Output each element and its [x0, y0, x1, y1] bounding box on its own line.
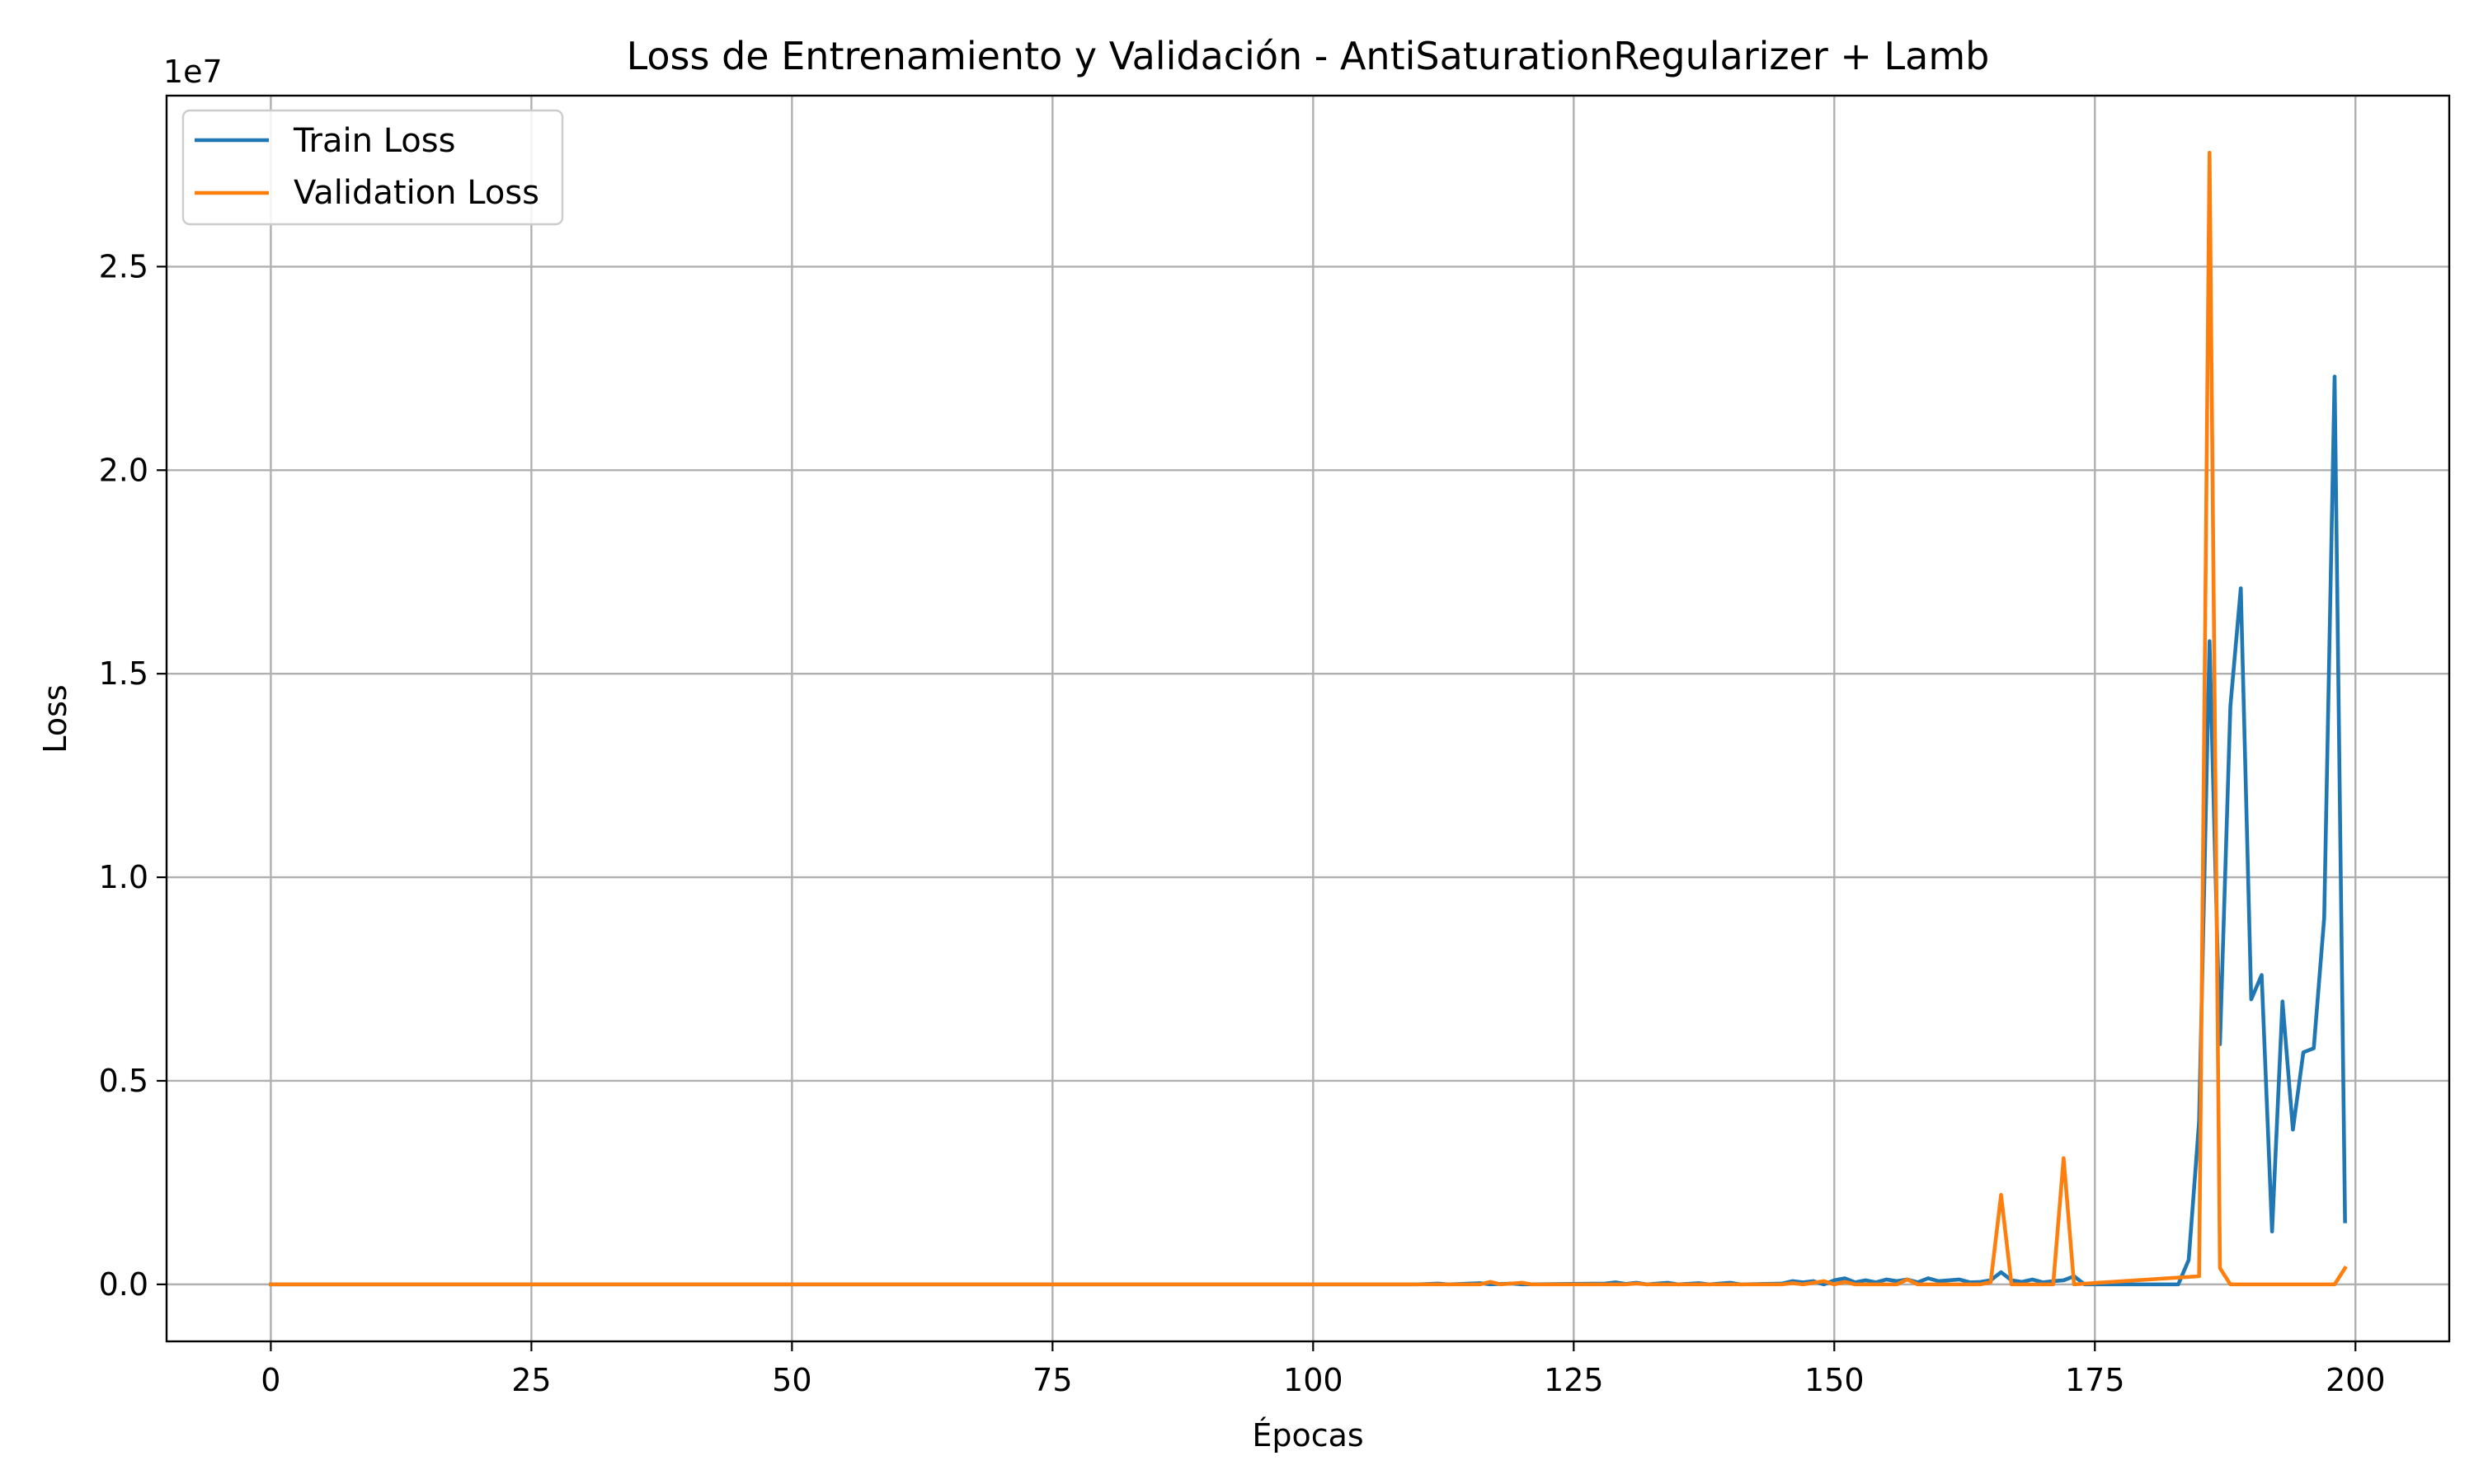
legend: Train Loss Validation Loss — [181, 109, 564, 226]
grid — [167, 96, 2449, 1341]
x-tick-label: 175 — [2065, 1362, 2125, 1398]
x-tick-label: 100 — [1283, 1362, 1343, 1398]
chart-title: Loss de Entrenamiento y Validación - Ant… — [627, 34, 1990, 78]
legend-box — [181, 109, 564, 226]
x-tick-label: 75 — [1032, 1362, 1072, 1398]
y-tick-label: 1.0 — [99, 859, 148, 895]
x-axis: 0 25 50 75 100 125 150 175 200 — [261, 1341, 2386, 1398]
x-tick-label: 25 — [511, 1362, 551, 1398]
series-line-validation-loss — [269, 150, 2348, 1287]
series-group — [269, 150, 2348, 1287]
y-axis: 0.0 0.5 1.0 1.5 2.0 2.5 — [99, 248, 167, 1303]
y-offset-label: 1e7 — [163, 54, 223, 90]
plot-frame — [165, 94, 2451, 1343]
x-tick-label: 200 — [2326, 1362, 2386, 1398]
x-axis-label: Épocas — [1252, 1417, 1363, 1453]
y-tick-label: 2.5 — [99, 248, 148, 284]
x-tick-label: 125 — [1544, 1362, 1604, 1398]
y-tick-label: 0.5 — [99, 1063, 148, 1099]
x-tick-label: 50 — [772, 1362, 811, 1398]
legend-label-validation: Validation Loss — [294, 174, 539, 212]
legend-label-train: Train Loss — [293, 122, 455, 160]
x-tick-label: 0 — [261, 1362, 280, 1398]
y-axis-label: Loss — [37, 684, 73, 753]
series-line-train-loss — [269, 374, 2347, 1287]
y-tick-label: 0.0 — [99, 1266, 148, 1303]
x-tick-label: 150 — [1804, 1362, 1865, 1398]
y-tick-label: 1.5 — [99, 655, 148, 692]
y-tick-label: 2.0 — [99, 452, 148, 488]
